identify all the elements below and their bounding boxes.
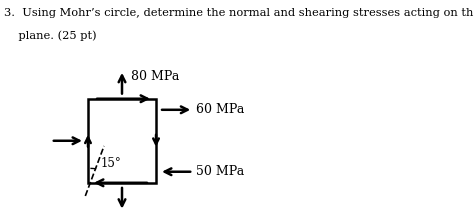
Text: 60 MPa: 60 MPa xyxy=(196,103,245,116)
Text: plane. (25 pt): plane. (25 pt) xyxy=(4,30,97,41)
FancyBboxPatch shape xyxy=(88,99,156,183)
Text: 50 MPa: 50 MPa xyxy=(196,165,245,178)
Text: 15°: 15° xyxy=(100,157,121,170)
Text: 80 MPa: 80 MPa xyxy=(131,70,180,83)
Text: 3.  Using Mohr’s circle, determine the normal and shearing stresses acting on th: 3. Using Mohr’s circle, determine the no… xyxy=(4,8,474,18)
